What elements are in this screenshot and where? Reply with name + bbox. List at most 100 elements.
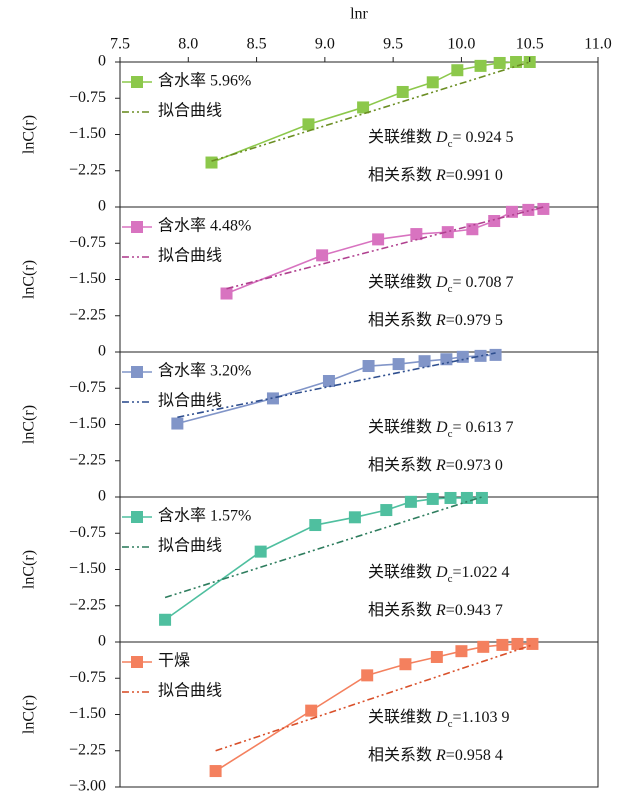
data-point	[205, 156, 218, 169]
data-point	[254, 545, 267, 558]
annotation-part: 相关系数	[368, 311, 436, 329]
annotation-part: 关联维数	[368, 418, 436, 436]
annotation-part: D	[435, 274, 448, 291]
annotation: 关联维数 Dc= 0.708 7	[368, 273, 514, 295]
fit-line	[215, 644, 533, 752]
annotation-part: c	[448, 428, 453, 440]
data-point	[537, 202, 550, 215]
data-point	[410, 228, 423, 241]
y-tick-label: −1.50	[69, 125, 106, 142]
legend-label: 含水率 1.57%	[158, 507, 251, 525]
annotation-part: c	[448, 718, 453, 730]
y-tick-label: −0.75	[69, 524, 106, 541]
data-point	[511, 637, 524, 650]
data-point	[309, 519, 322, 532]
data-point	[372, 233, 385, 246]
data-point	[266, 392, 279, 405]
data-point	[380, 504, 393, 517]
y-tick-label: −0.75	[69, 669, 106, 686]
data-point	[455, 645, 468, 658]
y-tick-label: −1.50	[69, 270, 106, 287]
legend-marker	[131, 76, 143, 88]
data-point	[510, 56, 523, 68]
data-point	[220, 287, 233, 300]
annotation-part: =0.979 5	[446, 312, 503, 329]
annotation-part: 相关系数	[368, 746, 436, 764]
data-point	[396, 85, 409, 98]
legend-label: 拟合曲线	[158, 392, 222, 410]
x-tick-label: 7.5	[110, 36, 130, 53]
data-point	[159, 613, 172, 626]
y-tick-label: −1.50	[69, 560, 106, 577]
annotation-part: 关联维数	[368, 563, 436, 581]
data-point	[522, 203, 535, 216]
data-line	[226, 208, 544, 295]
x-tick-label: 10.5	[516, 36, 544, 53]
data-line	[211, 61, 530, 164]
x-tick-label: 9.0	[315, 36, 335, 53]
annotation: 关联维数 Dc= 0.613 7	[368, 418, 514, 440]
data-point	[305, 704, 318, 717]
plot-frame	[119, 641, 599, 788]
data-point	[426, 492, 439, 505]
y-tick-label: −2.25	[69, 451, 106, 468]
data-point	[456, 350, 469, 363]
fit-line	[177, 352, 496, 419]
annotation-part: 相关系数	[368, 601, 436, 619]
annotation-part: D	[435, 709, 448, 726]
y-tick-label: −2.25	[69, 161, 106, 178]
annotation-part: = 0.708 7	[452, 274, 513, 291]
y-tick-label: 0	[98, 343, 106, 360]
data-point	[489, 348, 502, 361]
annotation-part: 关联维数	[368, 273, 436, 291]
annotation-part: 相关系数	[368, 456, 436, 474]
data-point	[474, 59, 487, 72]
legend-label: 含水率 4.48%	[158, 217, 251, 235]
y-tick-label: −3.00	[69, 778, 106, 794]
y-tick-label: −0.75	[69, 234, 106, 251]
data-point	[357, 101, 370, 114]
x-tick-label: 10.0	[447, 36, 475, 53]
annotation: 关联维数 Dc=1.103 9	[368, 708, 510, 730]
annotation-part: 关联维数	[368, 128, 436, 146]
fit-line	[164, 496, 483, 599]
y-axis-label: lnC(r)	[21, 260, 38, 299]
data-point	[460, 491, 473, 504]
data-point	[505, 205, 518, 218]
x-tick-label: 9.5	[383, 36, 403, 53]
x-tick-label: 11.0	[584, 36, 611, 53]
y-tick-label: 0	[98, 198, 106, 215]
data-line	[215, 643, 533, 772]
annotation-part: R	[435, 167, 446, 184]
legend-label: 拟合曲线	[158, 102, 222, 120]
x-axis-label: lnr	[350, 6, 368, 23]
annotation-part: 相关系数	[368, 166, 436, 184]
y-axis-label: lnC(r)	[21, 695, 38, 734]
data-point	[399, 658, 412, 671]
data-point	[496, 638, 509, 651]
legend-label: 干燥	[158, 652, 190, 670]
data-point	[362, 360, 375, 373]
data-point	[209, 765, 222, 778]
data-point	[441, 226, 454, 239]
data-point	[466, 223, 479, 236]
legend-label: 含水率 5.96%	[158, 72, 251, 90]
data-point	[361, 669, 374, 682]
annotation-part: =1.022 4	[452, 564, 509, 581]
annotation-part: D	[435, 419, 448, 436]
annotation-part: c	[448, 138, 453, 150]
fit-line	[211, 61, 530, 162]
data-point	[302, 118, 315, 131]
data-point	[404, 495, 417, 508]
annotation: 相关系数 R=0.958 4	[368, 746, 503, 764]
data-point	[451, 64, 464, 77]
annotation-part: R	[435, 747, 446, 764]
annotation-part: =0.958 4	[446, 747, 503, 764]
y-tick-label: −0.75	[69, 379, 106, 396]
data-point	[444, 491, 457, 504]
legend-marker	[131, 511, 143, 523]
legend-label: 拟合曲线	[158, 247, 222, 265]
annotation-part: R	[435, 602, 446, 619]
